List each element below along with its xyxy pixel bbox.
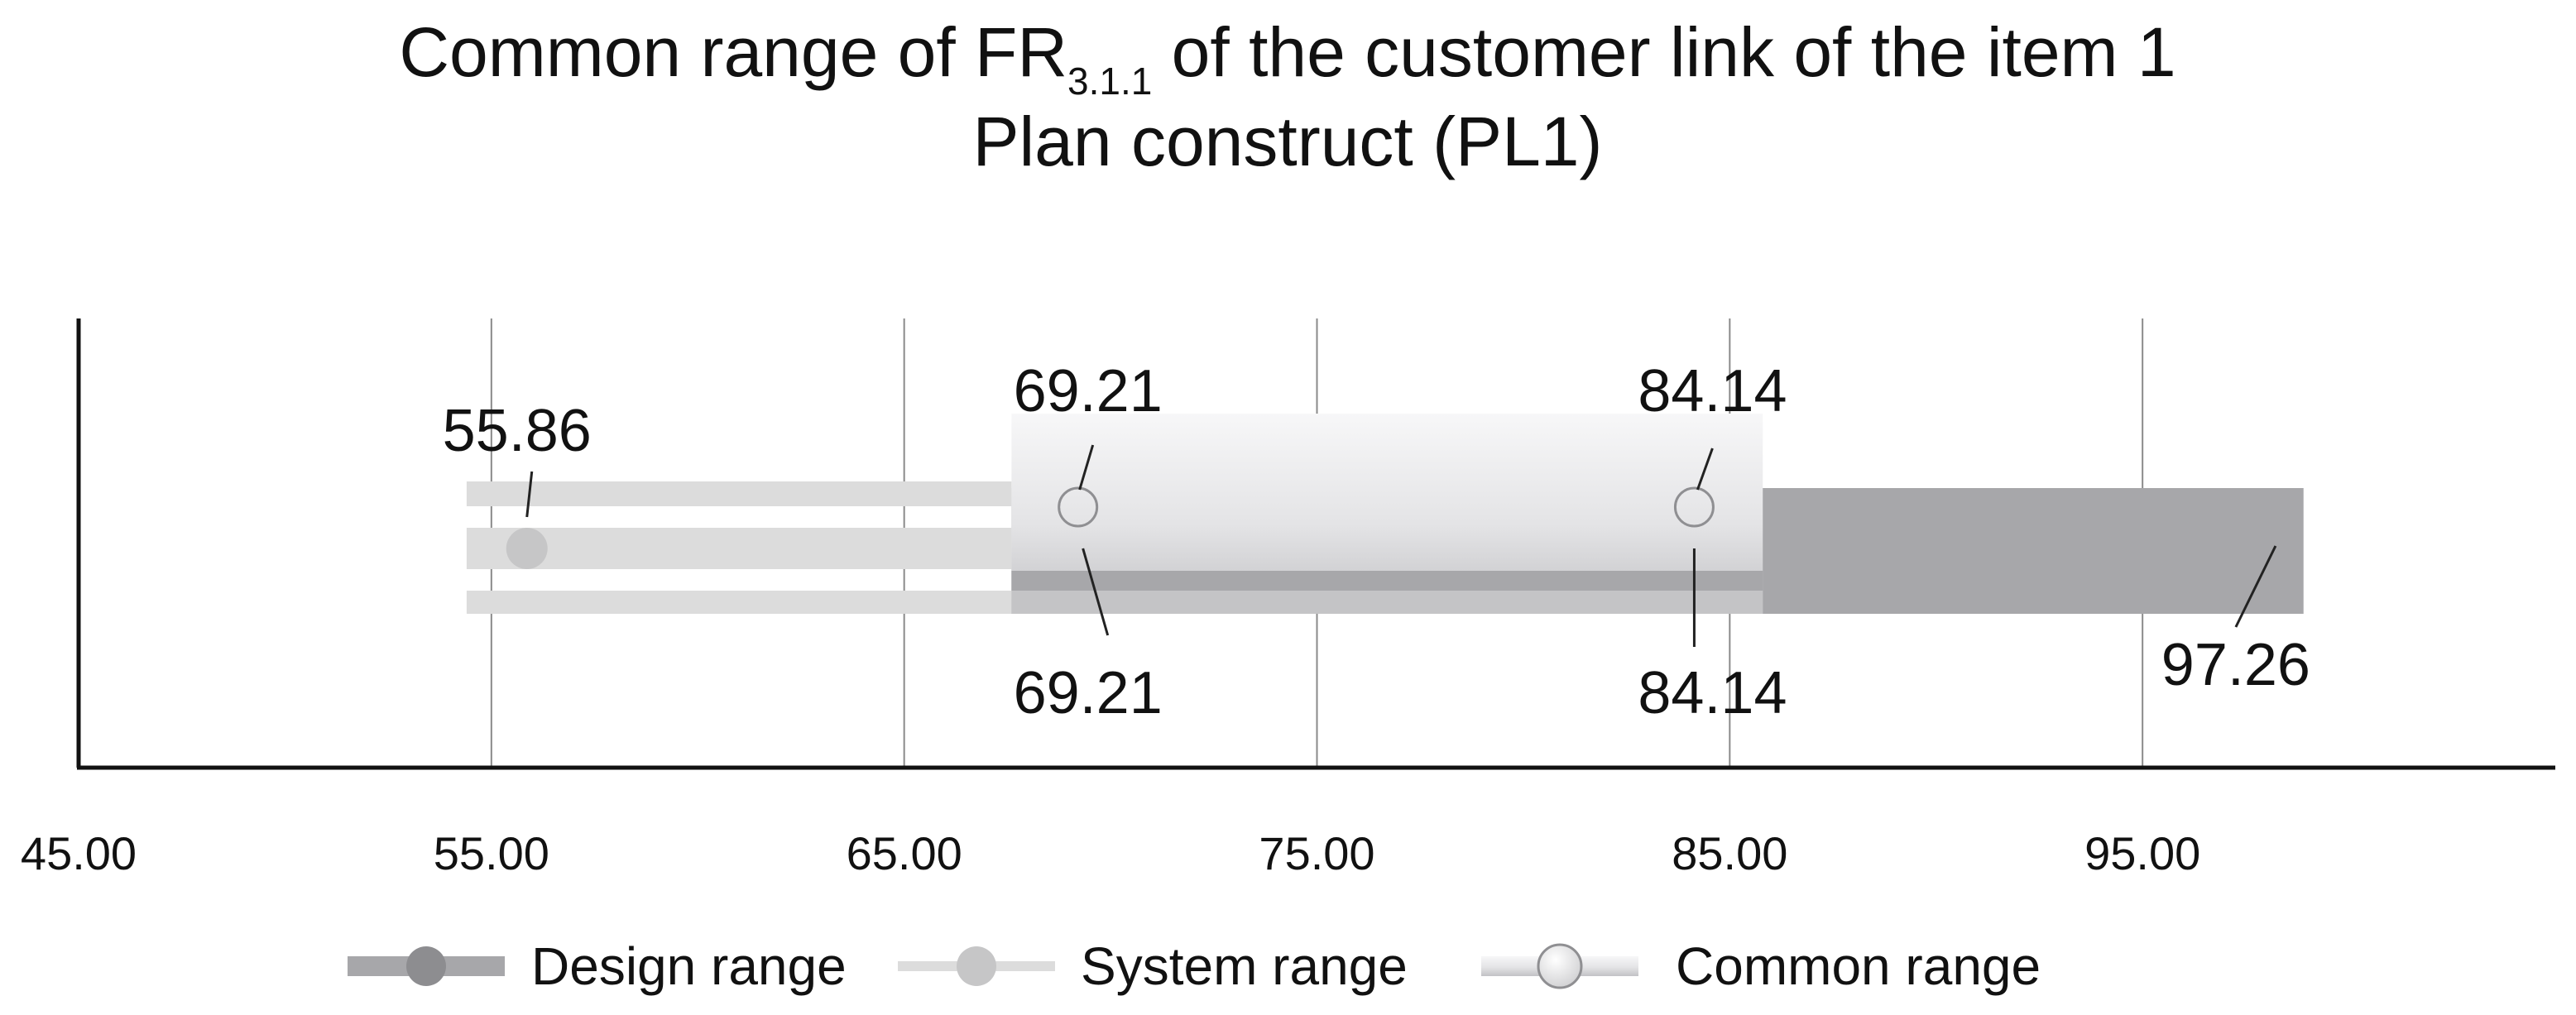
legend-label-common: Common range [1676, 936, 2041, 996]
legend-item-common-range: Common range [1481, 936, 2041, 996]
legend-marker-design [406, 946, 446, 986]
bar-system-range-top [466, 481, 1012, 506]
legend-label-design: Design range [531, 936, 847, 996]
chart-title-subscript: 3.1.1 [1067, 60, 1152, 103]
data-label-common-84.14-bottom: 84.14 [1638, 660, 1787, 726]
x-tick-label-55.00: 55.00 [434, 827, 549, 879]
x-tick-label-45.00: 45.00 [21, 827, 137, 879]
x-tick-label-65.00: 65.00 [847, 827, 962, 879]
range-bars [466, 414, 2304, 614]
data-label-common-69.21-bottom: 69.21 [1014, 660, 1163, 726]
data-label-design-97.26-leader [2234, 545, 2277, 628]
data-label-common-69.21-top-leader [1078, 444, 1095, 491]
x-tick-label-85.00: 85.00 [1672, 827, 1787, 879]
chart-title-suffix: of the customer link of the item 1 [1152, 13, 2175, 91]
data-label-common-69.21-top: 69.21 [1014, 358, 1163, 424]
x-tick-label-75.00: 75.00 [1259, 827, 1374, 879]
data-label-design-97.26: 97.26 [2161, 632, 2310, 698]
legend-marker-system [957, 946, 996, 986]
legend-marker-common [1537, 943, 1583, 989]
data-label-system-55.86: 55.86 [443, 398, 592, 464]
data-label-system-55.86-leader [525, 471, 534, 518]
legend-label-system: System range [1081, 936, 1408, 996]
x-tick-labels: 45.00 55.00 65.00 75.00 85.00 95.00 [21, 827, 2200, 879]
marker-common-69.21 [1058, 486, 1099, 528]
x-tick-label-95.00: 95.00 [2084, 827, 2200, 879]
chart-title-line1: Common range of FR3.1.1 of the customer … [399, 13, 2175, 103]
legend: Design range System range Common range [348, 936, 2041, 996]
data-labels: 55.86 69.21 84.14 69.21 84.14 97.26 [443, 358, 2310, 726]
bar-common-range-system-overlap [1011, 591, 1763, 614]
data-label-common-84.14-top: 84.14 [1638, 358, 1787, 424]
data-label-common-69.21-bottom-leader [1082, 548, 1110, 636]
marker-system-55.86 [506, 528, 548, 569]
legend-item-system-range: System range [898, 936, 1408, 996]
marker-common-84.14 [1673, 486, 1715, 528]
chart-title-line2: Plan construct (PL1) [972, 103, 1602, 180]
data-label-common-84.14-top-leader [1696, 448, 1714, 491]
bar-system-range-bottom [466, 591, 1012, 614]
bar-common-range-design-overlap [1011, 571, 1763, 591]
bar-system-range-middle [466, 528, 1012, 569]
legend-item-design-range: Design range [348, 936, 847, 996]
axes [76, 318, 2555, 770]
chart-title-prefix: Common range of FR [399, 13, 1067, 91]
